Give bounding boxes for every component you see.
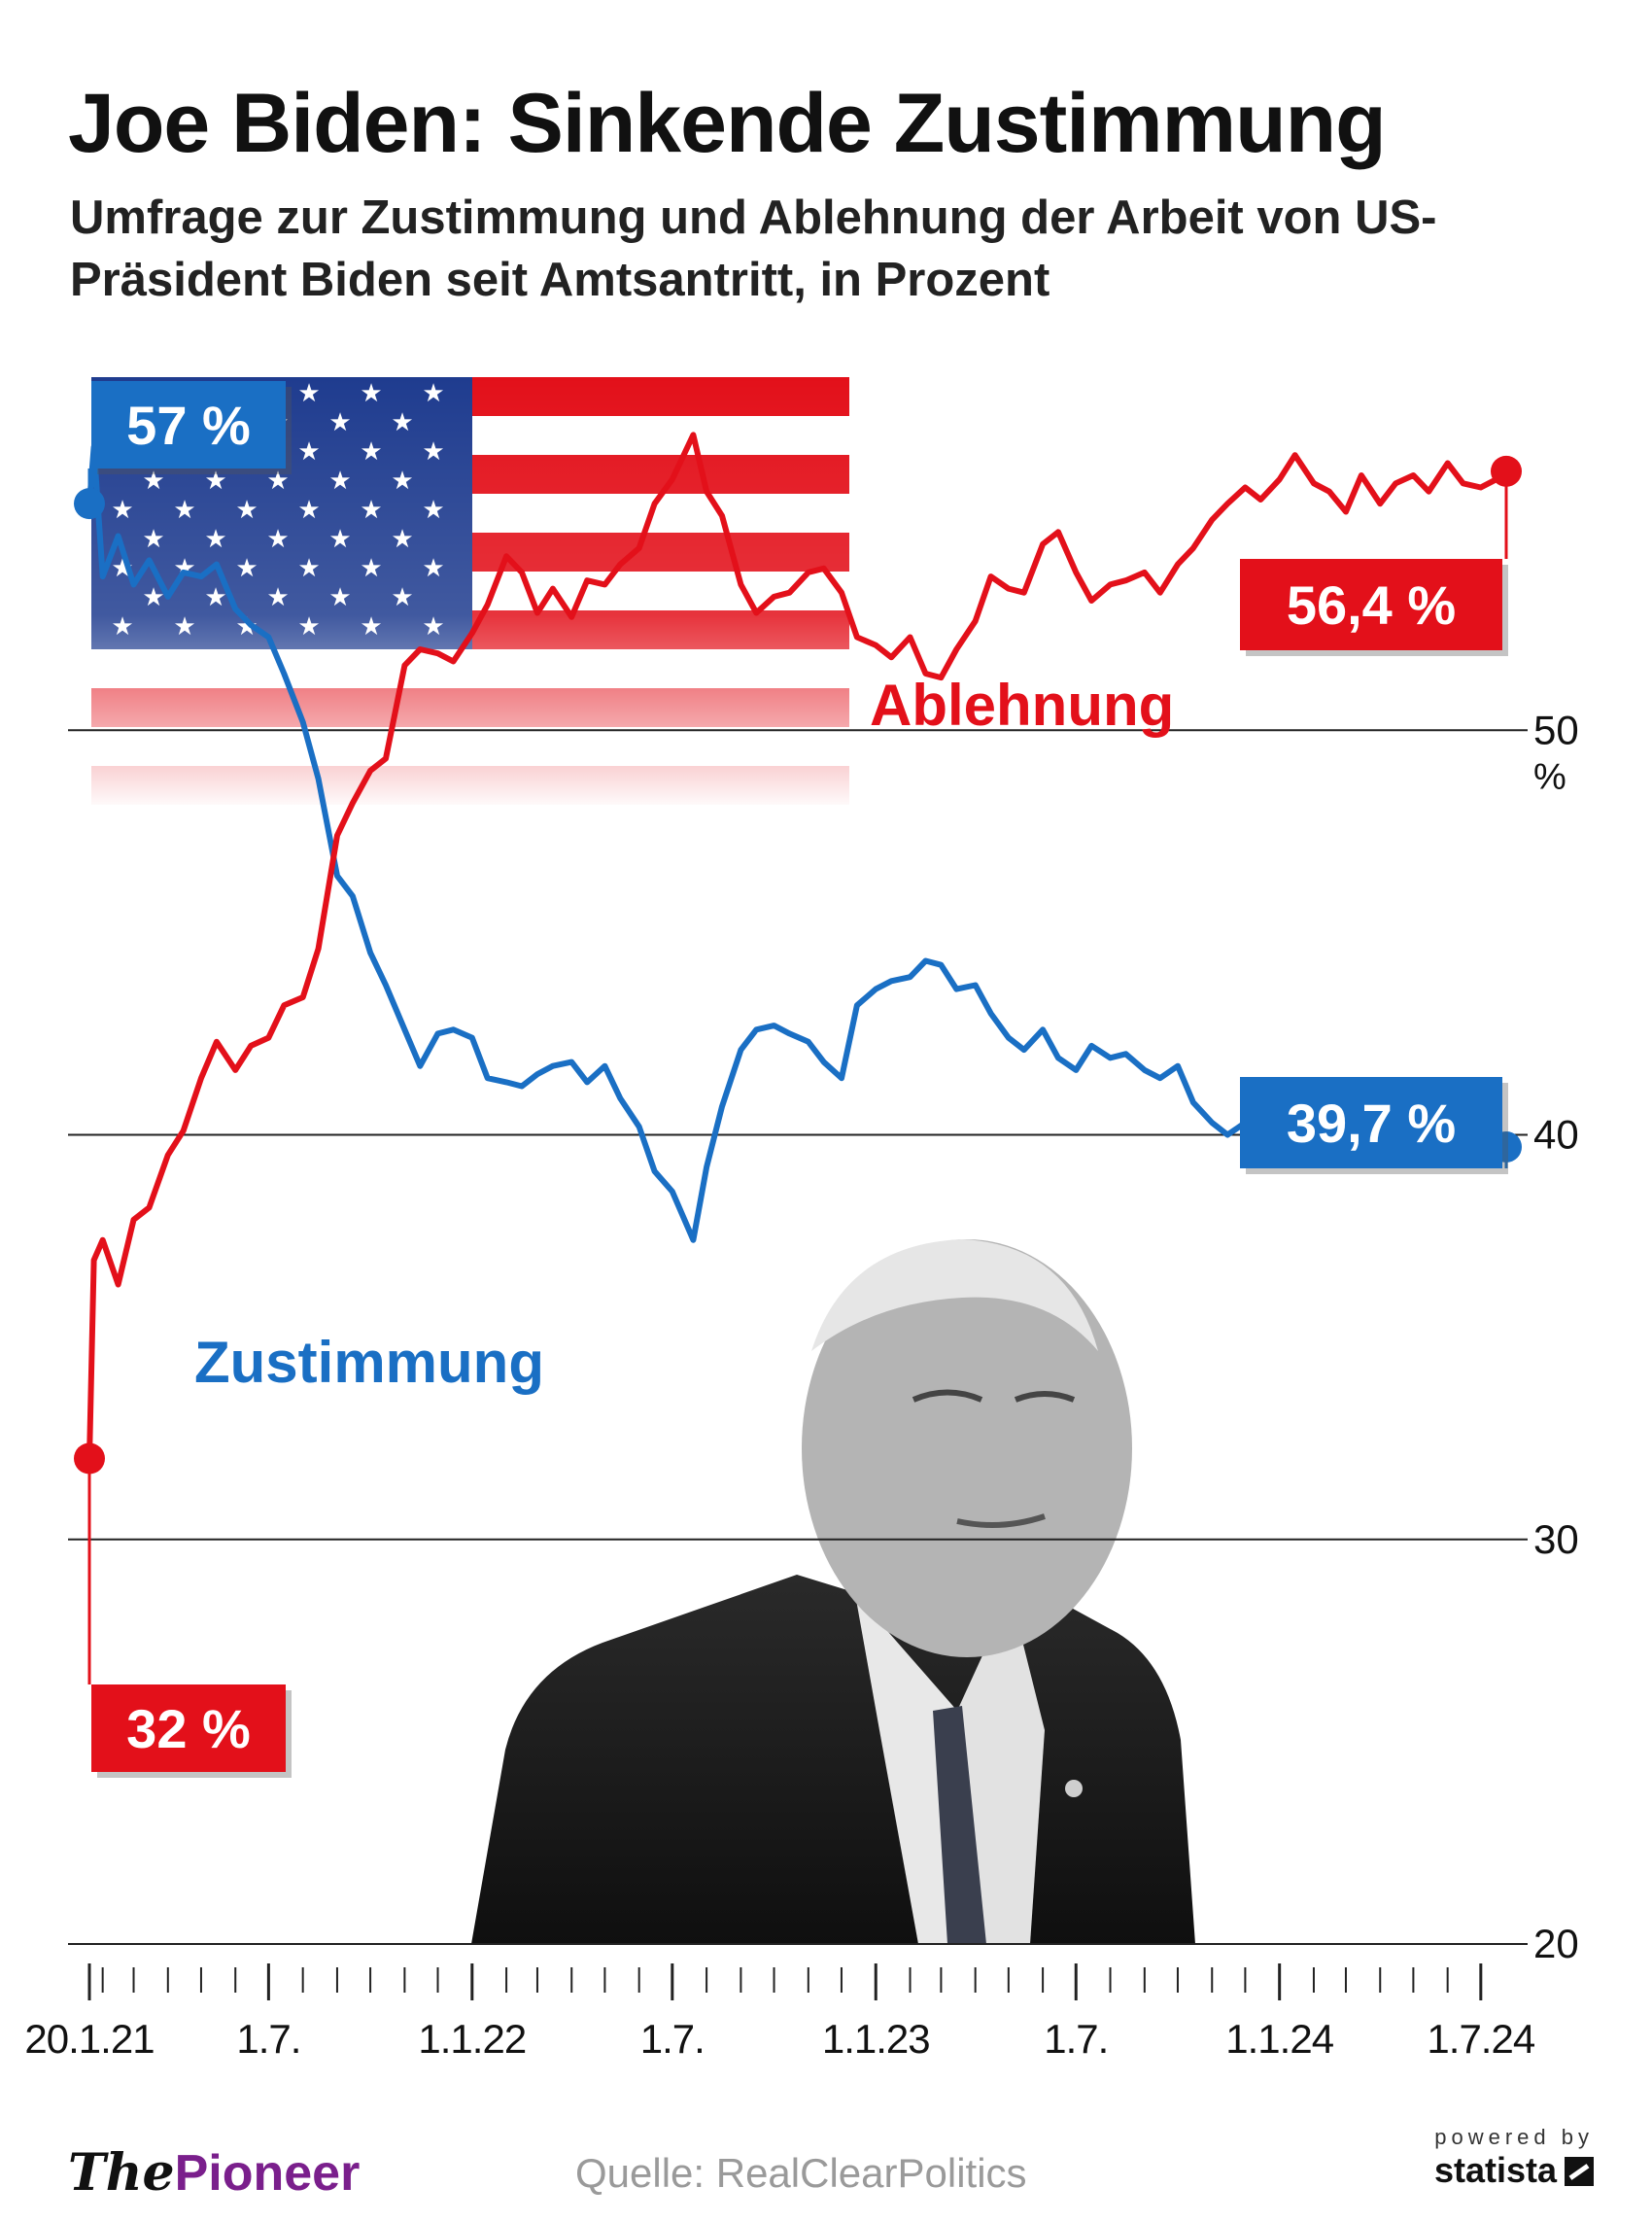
x-axis: 20.1.21 1.7. 1.1.22 1.7. 1.1.23 1.7. 1.1.24 1.7… [24,1963,1536,2062]
chart-title: Joe Biden: Sinkende Zustimmung [68,77,1387,170]
thepioneer-logo: ThePioneer [68,2143,360,2203]
biden-portrait-illustration [471,1239,1195,1944]
statista-name: statista [1433,2150,1557,2190]
svg-text:57 %: 57 % [126,395,251,456]
y-tick-label-40: 40 [1533,1112,1579,1158]
series-label-ablehnung: Ablehnung [870,673,1174,738]
callout-zustimmung-end: 39,7 % [1240,1077,1508,1174]
value-callouts: Ablehnung Zustimmung 57 % 56,4 % 39,7 % 32 % [87,381,1508,1778]
x-tick-label: 1.7. [1044,2016,1108,2062]
x-tick-label: 1.1.23 [822,2016,930,2062]
chart-subtitle: Umfrage zur Zustimmung und Ablehnung der… [70,191,1437,306]
svg-text:39,7 %: 39,7 % [1287,1093,1456,1154]
source-note: Quelle: RealClearPolitics [575,2150,1027,2196]
callout-zustimmung-start: 57 % [87,381,292,504]
y-tick-label-50: 50 [1533,707,1579,752]
brand-prefix: The [68,2143,175,2203]
y-tick-label-20: 20 [1533,1921,1579,1966]
svg-text:56,4 %: 56,4 % [1287,574,1456,636]
x-tick-label: 1.7.24 [1427,2016,1534,2062]
callout-ablehnung-start: 32 % [87,1458,292,1778]
series-label-zustimmung: Zustimmung [194,1330,544,1395]
x-tick-label: 1.1.22 [418,2016,526,2062]
x-tick-label: 20.1.21 [24,2016,154,2062]
statista-logo: powered by statista [1399,2125,1594,2191]
statista-icon [1565,2157,1594,2186]
series-line-ablehnung [86,432,1509,1462]
svg-text:32 %: 32 % [126,1698,251,1759]
y-unit-label: % [1533,756,1566,797]
x-tick-label: 1.7. [236,2016,300,2062]
callout-ablehnung-end: 56,4 % [1240,470,1508,656]
y-tick-label-30: 30 [1533,1516,1579,1562]
x-tick-label: 1.1.24 [1225,2016,1333,2062]
brand-name: Pioneer [174,2145,361,2202]
y-axis: 20 30 40 50% [1508,707,1579,1966]
x-tick-label: 1.7. [640,2016,705,2062]
powered-by-label: powered by [1434,2125,1594,2149]
